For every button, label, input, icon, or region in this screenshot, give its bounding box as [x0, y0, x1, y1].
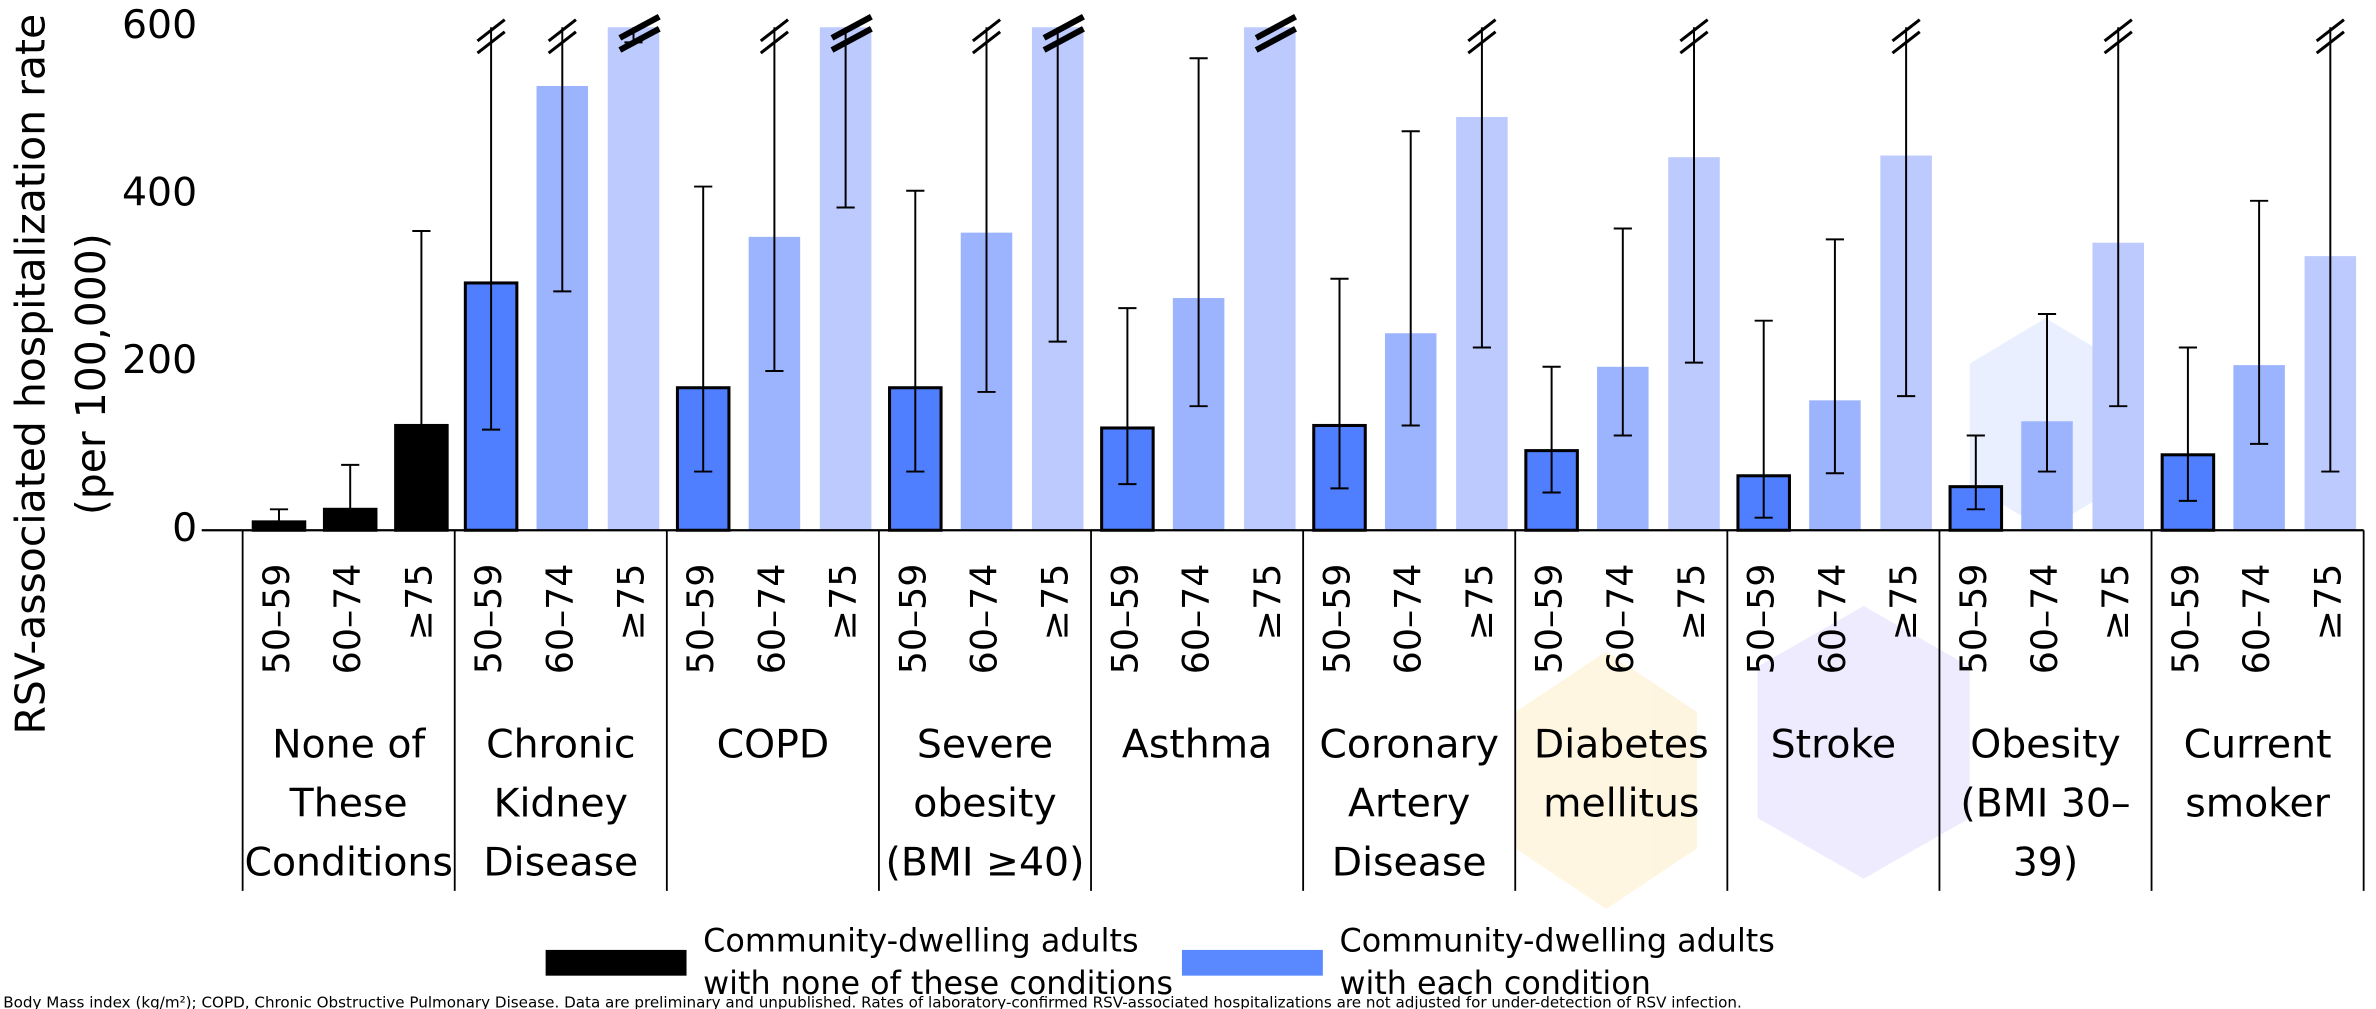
x-tick-label: ≥75 [397, 564, 440, 641]
axis-break [2315, 18, 2345, 43]
legend-swatch [1181, 949, 1323, 976]
category-label: Conditions [244, 840, 452, 886]
bar [1244, 27, 1296, 531]
axis-break [830, 13, 873, 41]
x-tick-label: 50–59 [255, 564, 298, 675]
x-tick-label: ≥75 [1246, 564, 1289, 641]
x-tick-label: 50–59 [1316, 564, 1359, 675]
y-tick-label: 0 [172, 505, 197, 551]
y-axis-label: (per 100,000) [67, 233, 115, 515]
category-label: Chronic [486, 721, 635, 767]
axis-break [1679, 30, 1709, 55]
x-tick-label: 50–59 [1528, 564, 1571, 675]
axis-break [547, 18, 577, 43]
x-tick-label: ≥75 [2094, 564, 2137, 641]
axis-break [1679, 18, 1709, 43]
x-tick-label: 50–59 [1952, 564, 1995, 675]
axis-break [971, 18, 1002, 43]
x-tick-label: ≥75 [1458, 564, 1501, 641]
hexagon [1515, 651, 1698, 910]
y-tick-label: 600 [122, 2, 197, 48]
y-tick-label: 400 [122, 169, 197, 215]
x-tick-label: ≥75 [2306, 564, 2349, 641]
x-tick-label: 60–74 [1811, 564, 1854, 675]
axis-break [1467, 30, 1497, 55]
axis-break [1891, 30, 1921, 55]
x-tick-label: 60–74 [538, 564, 581, 675]
category-label: Artery [1348, 780, 1470, 826]
decoration [1515, 318, 2122, 910]
x-tick-label: ≥75 [1882, 564, 1925, 641]
category-label: Severe [917, 721, 1053, 767]
axis-break [1042, 13, 1085, 41]
axis-break [1254, 26, 1298, 53]
category-label: Disease [483, 840, 638, 886]
bar [607, 27, 660, 531]
axis-break [2103, 30, 2133, 55]
x-tick-label: 60–74 [750, 564, 793, 675]
x-tick-label: ≥75 [1034, 564, 1077, 641]
axis-break [759, 30, 789, 55]
category-label: smoker [2185, 780, 2331, 826]
category-label: mellitus [1543, 780, 1699, 826]
legend-label: Community-dwelling adults [1340, 921, 1775, 959]
category-label: Stroke [1771, 721, 1896, 767]
category-label: Asthma [1122, 721, 1272, 767]
legend-label: with none of these conditions [703, 964, 1173, 1002]
category-label: (BMI 30– [1960, 780, 2130, 826]
legend-label: with each condition [1340, 964, 1651, 1002]
x-tick-label: 50–59 [891, 564, 934, 675]
x-tick-label: 50–59 [467, 564, 510, 675]
x-tick-label: ≥75 [822, 564, 865, 641]
x-tick-label: 50–59 [2164, 564, 2207, 675]
footnote: Body Mass index (kg/m²); COPD, Chronic O… [3, 993, 1742, 1009]
axis-break [547, 30, 577, 55]
axis-break [476, 18, 506, 43]
y-axis-label: RSV-associated hospitalization rate [7, 14, 55, 735]
x-tick-label: 60–74 [2023, 564, 2066, 675]
axis-break [2103, 18, 2133, 43]
category-label: 39) [2013, 840, 2078, 886]
category-label: Diabetes [1534, 721, 1709, 767]
category-label: Disease [1332, 840, 1487, 886]
axis-break [476, 30, 506, 55]
x-tick-label: 50–59 [1103, 564, 1146, 675]
x-tick-label: 60–74 [1175, 564, 1218, 675]
category-label: Obesity [1970, 721, 2120, 767]
hexagon [1757, 606, 1970, 879]
axis-break [830, 26, 873, 53]
axis-break [1254, 13, 1298, 41]
legend-label: Community-dwelling adults [703, 921, 1138, 959]
y-tick-label: 200 [122, 337, 197, 383]
category-label: obesity [913, 780, 1057, 826]
axis-break [971, 30, 1002, 55]
category-label: Coronary [1319, 721, 1499, 767]
category-label: Current [2184, 721, 2332, 767]
x-tick-label: ≥75 [1670, 564, 1713, 641]
x-tick-label: 50–59 [1740, 564, 1783, 675]
x-tick-label: 60–74 [1599, 564, 1642, 675]
legend-swatch [545, 949, 687, 976]
category-label: None of [272, 721, 426, 767]
axis-break [618, 13, 661, 41]
axis-break [618, 26, 661, 53]
axis-break [1891, 18, 1921, 43]
category-label: Kidney [494, 780, 628, 826]
x-tick-label: 60–74 [963, 564, 1006, 675]
axis-break [1467, 18, 1497, 43]
axis-break [1042, 26, 1085, 53]
category-label: (BMI ≥40) [886, 840, 1085, 886]
category-label: COPD [717, 721, 830, 767]
x-tick-label: 50–59 [679, 564, 722, 675]
axis-break [759, 18, 789, 43]
x-tick-label: ≥75 [610, 564, 653, 641]
axis-break [2315, 30, 2345, 55]
x-tick-label: 60–74 [2235, 564, 2278, 675]
x-tick-label: 60–74 [326, 564, 369, 675]
x-tick-label: 60–74 [1387, 564, 1430, 675]
category-label: These [289, 780, 408, 826]
